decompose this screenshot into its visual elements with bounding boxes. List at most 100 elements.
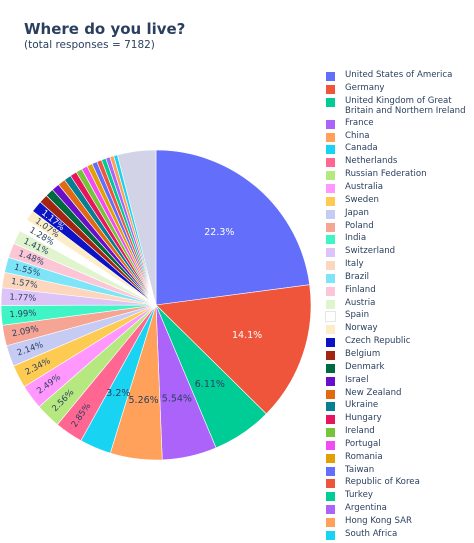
legend-swatch (326, 171, 335, 181)
legend-item[interactable]: India (326, 233, 474, 245)
legend-item[interactable]: Netherlands (326, 156, 474, 168)
legend-label: Norway (345, 323, 378, 334)
legend-label: Spain (345, 310, 370, 321)
legend-swatch (326, 402, 335, 412)
legend-swatch (326, 84, 335, 94)
legend-swatch (326, 97, 335, 107)
legend-swatch (326, 72, 335, 81)
legend-item[interactable]: Switzerland (326, 246, 474, 258)
legend-item[interactable]: Hong Kong SAR (326, 516, 474, 528)
legend-label: Turkey (345, 490, 373, 501)
legend-item[interactable]: Czech Republic (326, 336, 474, 348)
legend-label: Denmark (345, 361, 385, 372)
legend-swatch (326, 530, 335, 540)
legend-item[interactable]: Russian Federation (326, 169, 474, 181)
legend-swatch (326, 479, 335, 489)
legend-swatch (325, 311, 336, 323)
legend-item[interactable]: Norway (326, 323, 474, 335)
legend-item[interactable]: Argentina (326, 503, 474, 515)
legend-label: Brazil (345, 271, 369, 282)
legend-item[interactable]: South Africa (326, 529, 474, 541)
legend-swatch (326, 350, 335, 360)
legend-swatch (326, 299, 335, 309)
pie-slice (155, 149, 310, 306)
legend-swatch (326, 415, 335, 425)
slice-label: 14.1% (232, 330, 262, 341)
legend-swatch (326, 209, 335, 219)
legend-label: Finland (345, 284, 376, 295)
legend-item[interactable]: Japan (326, 207, 474, 220)
legend-item[interactable]: Sweden (326, 195, 474, 207)
legend-swatch (326, 222, 335, 232)
legend-label: Poland (345, 220, 374, 231)
legend-item[interactable]: Ireland (326, 426, 474, 438)
legend-label: Israel (345, 374, 369, 385)
legend-swatch (326, 235, 335, 245)
slice-label: 1.57% (10, 277, 38, 291)
legend-swatch (326, 389, 335, 399)
legend-label: Hungary (345, 413, 382, 424)
legend-item[interactable]: Canada (326, 144, 474, 155)
legend-item[interactable]: Republic of Korea (326, 477, 474, 489)
legend-swatch (326, 286, 335, 296)
legend-label: Taiwan (345, 464, 375, 475)
legend-label: New Zealand (345, 387, 402, 398)
slice-label: 1.99% (9, 309, 37, 321)
legend-item[interactable]: Romania (326, 452, 474, 464)
legend-item[interactable]: United States of America (326, 70, 474, 82)
legend-swatch (326, 132, 335, 142)
legend-swatch (326, 184, 335, 193)
legend-item[interactable]: Germany (326, 82, 474, 95)
legend-label: United States of America (345, 70, 453, 80)
legend-label: Argentina (345, 503, 387, 514)
legend-item[interactable]: Finland (326, 284, 474, 297)
legend-item[interactable]: Denmark (326, 361, 474, 374)
legend-label: Netherlands (345, 156, 398, 167)
legend-label: Germany (345, 82, 385, 93)
legend-label: Switzerland (345, 246, 396, 257)
legend-swatch (326, 261, 335, 271)
legend-label: Italy (345, 259, 364, 270)
legend-item[interactable]: Poland (326, 220, 474, 233)
legend-swatch (326, 145, 335, 155)
legend-item[interactable]: Brazil (326, 271, 474, 284)
legend-item[interactable]: Australia (326, 182, 474, 194)
chart-title: Where do you live? (24, 20, 186, 38)
legend: United States of America Germany United Ki… (325, 70, 474, 543)
legend-label: India (345, 233, 367, 244)
slice-label: 22.3% (204, 227, 234, 238)
legend-label: Canada (345, 143, 378, 154)
legend-swatch (326, 505, 335, 515)
legend-item[interactable]: Belgium (326, 348, 474, 361)
legend-item[interactable]: France (326, 118, 474, 130)
legend-item[interactable]: Israel (326, 374, 474, 387)
legend-label: Ukraine (345, 400, 379, 411)
legend-item[interactable]: Taiwan (326, 464, 474, 477)
legend-swatch (326, 158, 335, 168)
legend-item[interactable]: China (326, 130, 474, 143)
legend-item[interactable]: Turkey (326, 490, 474, 502)
legend-swatch (326, 119, 335, 129)
legend-item[interactable]: Italy (326, 259, 474, 271)
legend-swatch (326, 453, 335, 463)
legend-swatch (326, 440, 335, 450)
slice-label: 3.2% (106, 388, 130, 399)
legend-swatch (326, 273, 335, 283)
chart-subtitle: (total responses = 7182) (24, 39, 155, 51)
legend-item[interactable]: New Zealand (326, 387, 474, 400)
slice-label: 5.26% (129, 395, 159, 406)
legend-item[interactable]: Spain (325, 310, 474, 323)
legend-swatch (326, 466, 335, 476)
legend-label: Australia (345, 182, 384, 192)
legend-item[interactable]: Ukraine (326, 400, 474, 412)
legend-item[interactable]: United Kingdom of Great Britain and Nort… (326, 96, 474, 117)
legend-item[interactable]: Austria (326, 298, 474, 310)
legend-label: China (345, 130, 370, 141)
legend-label: Republic of Korea (345, 477, 420, 488)
legend-item[interactable]: Portugal (326, 439, 474, 451)
legend-label: Belgium (345, 348, 381, 359)
legend-label: Japan (345, 207, 369, 218)
legend-swatch (326, 376, 335, 386)
legend-item[interactable]: Hungary (326, 413, 474, 425)
